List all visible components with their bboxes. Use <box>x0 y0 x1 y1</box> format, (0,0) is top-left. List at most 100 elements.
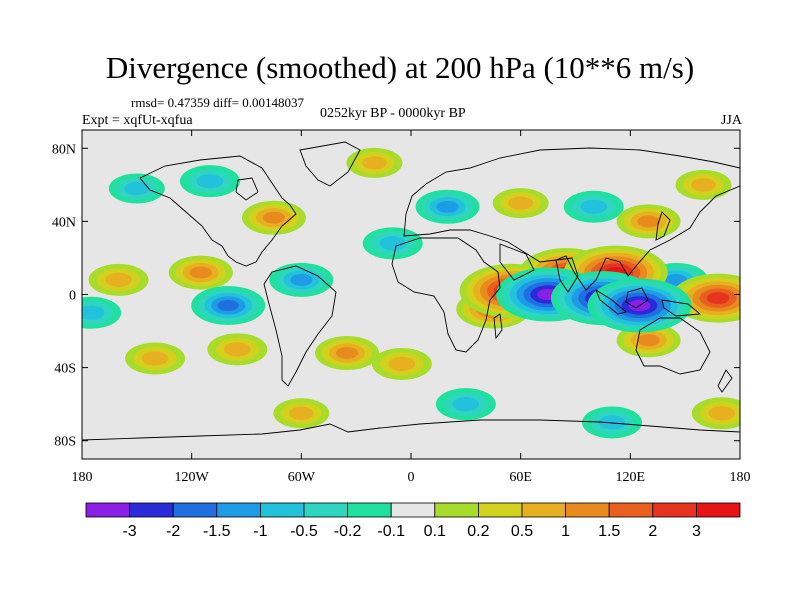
contour-level <box>105 272 132 287</box>
colorbar-label: -1 <box>253 523 267 540</box>
field-feature <box>362 227 423 260</box>
field-feature <box>179 165 240 198</box>
field-feature <box>435 388 496 421</box>
contour-level <box>708 406 736 421</box>
lon-label: 180 <box>730 470 751 485</box>
coastline-madagascar <box>493 313 503 340</box>
coastline-new-guinea <box>661 299 702 317</box>
colorbar-label: -0.2 <box>334 523 362 540</box>
contour-level <box>388 356 416 372</box>
colorbar-swatch <box>696 502 741 518</box>
field-feature <box>108 173 165 204</box>
contour-level <box>637 215 660 228</box>
colorbar-swatch <box>565 502 610 518</box>
divergence-field <box>82 147 740 439</box>
contour-level <box>637 334 660 347</box>
contour-level <box>224 342 251 357</box>
colorbar-label: 3 <box>692 523 701 540</box>
colorbar-label: 0.1 <box>424 523 446 540</box>
contour-level <box>288 406 314 420</box>
lon-label: 60E <box>509 470 532 485</box>
lon-label: 60W <box>288 470 316 485</box>
colorbar-swatch <box>608 502 654 518</box>
colorbar-label: 1.5 <box>598 523 620 540</box>
contour-level <box>141 351 169 366</box>
contour-level <box>196 174 224 189</box>
map-axes: 80N 40N 0 40S 80S 180 120W 60W 0 60E 120E 180 <box>52 130 751 485</box>
lon-label: 120E <box>616 470 646 485</box>
lat-label: 0 <box>69 289 76 304</box>
stats-text: rmsd= 0.47359 diff= 0.00148037 <box>131 95 304 110</box>
contour-level <box>335 347 359 359</box>
lat-label: 80S <box>54 435 76 450</box>
lat-label: 40S <box>54 362 76 377</box>
experiment-text: Expt = xqfUt-xqfua <box>82 113 193 128</box>
contour-level <box>124 181 150 196</box>
field-feature <box>191 285 266 325</box>
contour-level <box>452 397 480 412</box>
colorbar-swatch <box>521 502 566 518</box>
field-feature <box>563 190 624 223</box>
page-title: Divergence (smoothed) at 200 hPa (10**6 … <box>105 50 695 85</box>
lon-label: 180 <box>72 470 93 485</box>
coastline-sumatra <box>595 288 627 315</box>
colorbar-label: 2 <box>648 523 657 540</box>
colorbar-label: -0.1 <box>377 523 405 540</box>
field-feature <box>241 200 306 235</box>
colorbar-label: -2 <box>166 523 180 540</box>
field-feature <box>582 406 643 439</box>
lon-label: 0 <box>408 470 415 485</box>
field-feature <box>269 262 334 297</box>
field-feature <box>371 347 432 380</box>
contour-level <box>362 156 387 170</box>
colorbar-swatch <box>172 502 218 518</box>
contour-level <box>598 415 626 430</box>
colorbar-swatch <box>129 502 174 518</box>
field-feature <box>88 263 149 296</box>
coastline-japan <box>655 211 671 241</box>
field-feature <box>675 169 732 200</box>
contour-level <box>217 299 239 312</box>
coastline-south-america <box>263 265 337 387</box>
coastline-australia <box>635 317 711 375</box>
field-feature <box>273 398 330 429</box>
colorbar-swatch <box>347 502 392 518</box>
field-feature <box>315 335 380 370</box>
colorbar-swatch <box>303 502 348 518</box>
field-feature <box>207 333 268 366</box>
contour-level <box>290 273 313 286</box>
coastline-india <box>555 257 579 293</box>
colorbar-swatch <box>652 502 697 518</box>
colorbar-label: -0.5 <box>290 523 318 540</box>
coastline-arabia <box>499 243 535 281</box>
lat-label: 80N <box>52 142 76 157</box>
coastline-new-zealand <box>717 369 733 393</box>
colorbar-label: 0.5 <box>511 523 533 540</box>
coastline-eurasia <box>403 147 740 291</box>
colorbar-swatch <box>85 502 130 518</box>
contour-level <box>189 266 212 279</box>
field-feature <box>168 255 233 290</box>
coastline-north-america <box>139 155 297 267</box>
coastline-greenland <box>299 141 361 187</box>
lat-label: 40N <box>52 215 76 230</box>
contour-level <box>436 200 459 213</box>
coastline-antarctica <box>82 419 740 441</box>
colorbar-label: -1.5 <box>203 523 231 540</box>
colorbar-swatch <box>434 502 479 518</box>
field-feature <box>492 188 549 219</box>
coastline-hudson-bay <box>235 177 259 201</box>
contour-level <box>508 196 534 210</box>
contour-level <box>691 178 716 192</box>
field-feature <box>82 296 122 329</box>
contour-level <box>706 292 730 305</box>
contour-level <box>262 211 286 224</box>
colorbar-swatch <box>259 502 305 518</box>
colorbar-swatch <box>390 502 436 518</box>
contour-level <box>82 305 105 320</box>
field-feature <box>691 397 740 430</box>
colorbar-label: -3 <box>122 523 136 540</box>
colorbar-label: 0.2 <box>467 523 489 540</box>
colorbar-swatch <box>216 502 261 518</box>
